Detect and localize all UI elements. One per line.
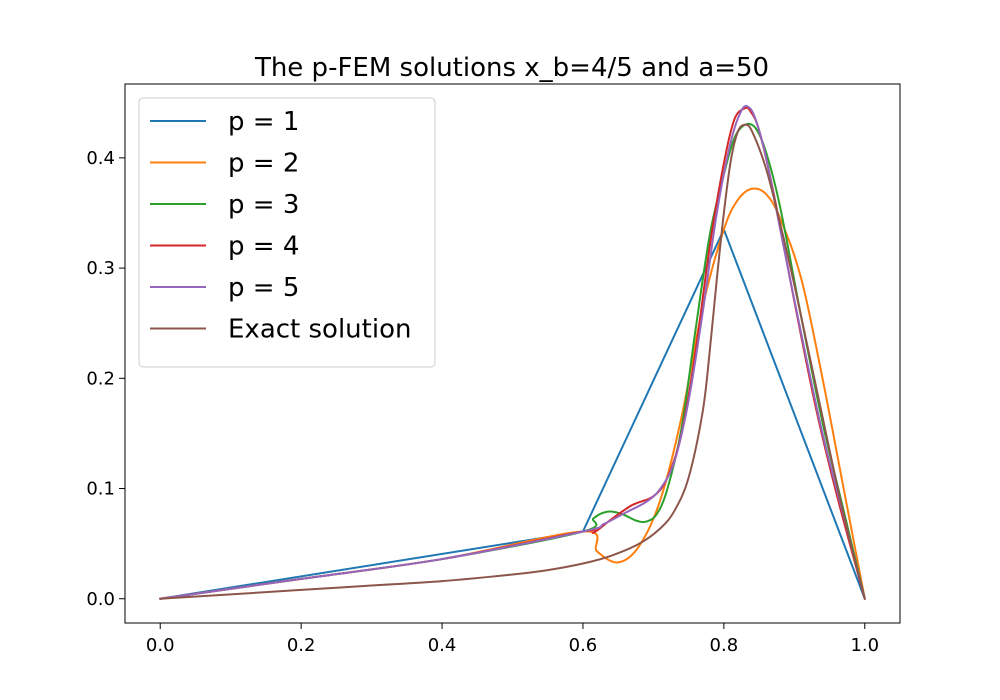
y-axis: 0.0 0.1 0.2 0.3 0.4 bbox=[86, 148, 125, 610]
series-layer bbox=[159, 105, 866, 600]
y-tick-label: 0.1 bbox=[86, 479, 115, 500]
y-tick-label: 0.3 bbox=[86, 258, 115, 279]
x-axis: 0.0 0.2 0.4 0.6 0.8 1.0 bbox=[146, 623, 879, 656]
series-line-1 bbox=[159, 228, 866, 600]
legend-label-4: p = 4 bbox=[228, 232, 299, 262]
x-tick-label: 0.6 bbox=[569, 635, 598, 656]
x-tick-label: 0.4 bbox=[428, 635, 457, 656]
legend-label-5: p = 5 bbox=[228, 273, 299, 303]
chart-title: The p-FEM solutions x_b=4/5 and a=50 bbox=[254, 53, 769, 83]
legend-label-6: Exact solution bbox=[228, 315, 411, 345]
x-tick-label: 1.0 bbox=[850, 635, 879, 656]
x-tick-label: 0.0 bbox=[146, 635, 175, 656]
legend-label-3: p = 3 bbox=[228, 190, 299, 220]
plot-frame bbox=[124, 83, 901, 624]
x-tick-label: 0.8 bbox=[710, 635, 739, 656]
y-tick-label: 0.0 bbox=[86, 589, 115, 610]
series-line-5 bbox=[159, 105, 866, 600]
legend-label-1: p = 1 bbox=[228, 107, 299, 137]
legend: p = 1 p = 2 p = 3 p = 4 p = 5 Exact solution bbox=[138, 97, 436, 368]
series-line-6 bbox=[159, 123, 866, 600]
y-tick-label: 0.2 bbox=[86, 368, 115, 389]
y-tick-label: 0.4 bbox=[86, 148, 115, 169]
legend-box bbox=[138, 97, 436, 368]
legend-label-2: p = 2 bbox=[228, 149, 299, 179]
x-tick-label: 0.2 bbox=[287, 635, 316, 656]
